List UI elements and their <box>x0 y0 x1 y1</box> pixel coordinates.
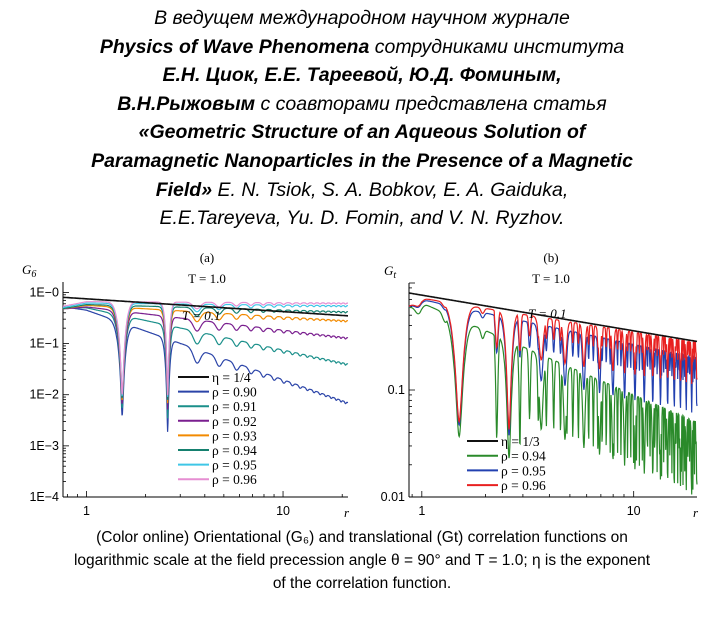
article-title: Paramagnetic Nanoparticles in the Presen… <box>91 149 633 172</box>
authors-ru-2: В.Н.Рыжовым <box>117 92 256 115</box>
legend-label: ρ = 0.94 <box>212 443 257 458</box>
panel-label: (b) <box>543 250 558 265</box>
legend-label: η = 1/4 <box>212 370 251 385</box>
headline-line-6: Paramagnetic Nanoparticles in the Presen… <box>0 147 724 176</box>
legend-label: ρ = 0.93 <box>212 428 257 443</box>
y-axis-label: G6 <box>22 262 36 280</box>
headline-text: с соавторами представлена статья <box>255 92 607 115</box>
headline-line-3: Е.Н. Циок, Е.Е. Тареевой, Ю.Д. Фоминым, <box>0 61 724 90</box>
annotation: T = 0.1 <box>528 306 567 321</box>
headline: В ведущем международном научном журнале … <box>0 4 724 233</box>
headline-line-4: В.Н.Рыжовым с соавторами представлена ст… <box>0 90 724 119</box>
x-tick-label: 10 <box>627 504 641 518</box>
y-tick-label: 1E−1 <box>29 337 59 351</box>
legend-label: η = 1/3 <box>501 434 540 449</box>
y-tick-label: 0.01 <box>381 490 405 504</box>
x-axis-label: r <box>693 505 699 520</box>
x-tick-label: 1 <box>83 504 90 518</box>
y-tick-label: 1E−0 <box>29 285 59 299</box>
x-tick-label: 10 <box>276 504 290 518</box>
legend-label: ρ = 0.90 <box>212 385 257 400</box>
panel-label: (a) <box>200 250 214 265</box>
caption-line-3: of the correlation function. <box>272 575 452 592</box>
authors-en: E. N. Tsiok, S. A. Bobkov, E. A. Gaiduka… <box>212 178 569 201</box>
series-line-4 <box>62 304 348 404</box>
series-line-2 <box>63 307 349 419</box>
headline-line-5: «Geometric Structure of an Aqueous Solut… <box>0 118 724 147</box>
series-line-7 <box>62 301 348 396</box>
headline-line-7: Field» E. N. Tsiok, S. A. Bobkov, E. A. … <box>0 176 724 205</box>
chart-panel-a: 1 10 1E−0 1E−1 1E−2 1E−3 1E−4 r G6 (a) T = 1.0 T = … <box>22 250 350 520</box>
chart-title: T = 1.0 <box>532 271 570 286</box>
legend-label: ρ = 0.92 <box>212 414 257 429</box>
article-title: Field» <box>155 178 213 201</box>
annotation: T = 0.1 <box>182 308 221 323</box>
y-axis-label: Gt <box>384 263 396 281</box>
legend-label: ρ = 0.96 <box>501 478 546 493</box>
legend-label: ρ = 0.96 <box>212 472 257 487</box>
y-tick-label: 1E−4 <box>29 490 59 504</box>
series-line-1 <box>408 304 698 495</box>
y-tick-label: 1E−3 <box>29 439 59 453</box>
journal-name: Physics of Wave Phenomena <box>99 35 370 58</box>
caption-line-2: logarithmic scale at the field precessio… <box>73 552 651 569</box>
y-tick-label: 0.1 <box>388 383 405 397</box>
series-line-0 <box>63 296 348 317</box>
legend-label: ρ = 0.95 <box>501 463 546 478</box>
legend-label: ρ = 0.95 <box>212 458 257 473</box>
caption-line-1: (Color online) Orientational (G₆) and tr… <box>96 529 628 546</box>
series-line-1 <box>62 306 349 432</box>
article-title: «Geometric Structure of an Aqueous Solut… <box>138 121 586 144</box>
headline-text: сотрудниками института <box>369 35 625 58</box>
headline-line-2: Physics of Wave Phenomena сотрудниками и… <box>0 33 724 62</box>
chart-title: T = 1.0 <box>188 271 226 286</box>
series-line-3 <box>408 298 698 430</box>
x-tick-label: 1 <box>418 504 425 518</box>
legend-label: ρ = 0.94 <box>501 449 546 464</box>
series-line-6 <box>62 302 348 397</box>
x-axis-label: r <box>344 505 350 520</box>
figure-caption: (Color online) Orientational (G₆) and tr… <box>0 526 724 595</box>
headline-line-1: В ведущем международном научном журнале <box>154 7 570 29</box>
series-line-3 <box>62 306 349 410</box>
series-line-0 <box>408 292 698 343</box>
headline-line-8: E.E.Tareyeva, Yu. D. Fomin, and V. N. Ry… <box>159 207 565 230</box>
legend-label: ρ = 0.91 <box>212 399 257 414</box>
authors-ru: Е.Н. Циок, Е.Е. Тареевой, Ю.Д. Фоминым, <box>162 64 562 87</box>
y-tick-label: 1E−2 <box>29 388 59 402</box>
